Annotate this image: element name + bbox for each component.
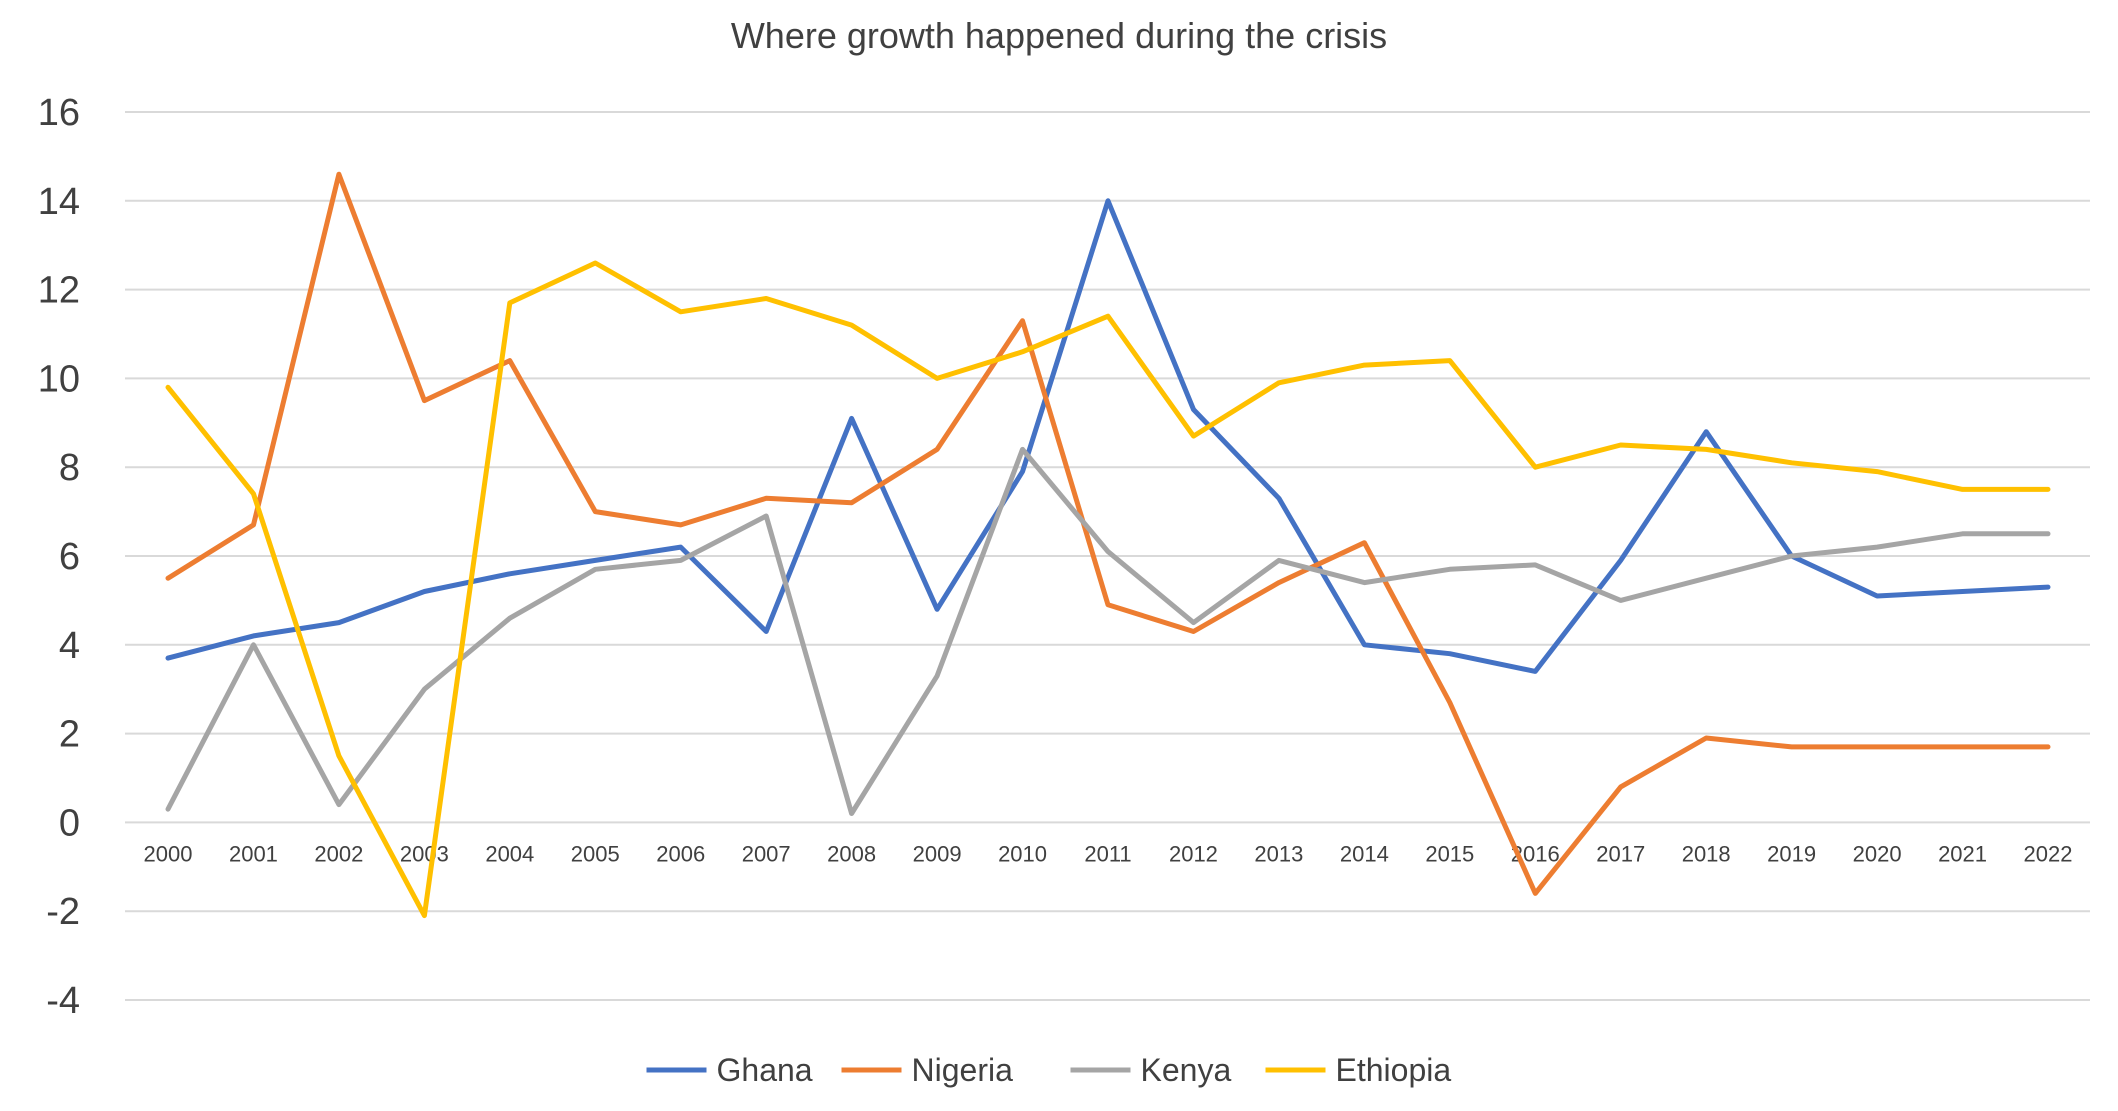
x-tick-label: 2005 (571, 841, 620, 866)
y-tick-label: 2 (59, 714, 80, 756)
y-tick-label: 14 (38, 181, 80, 223)
y-tick-label: 16 (38, 92, 80, 134)
x-tick-label: 2022 (2024, 841, 2073, 866)
x-tick-label: 2011 (1084, 841, 1131, 866)
x-tick-label: 2008 (827, 841, 876, 866)
x-tick-label: 2002 (314, 841, 363, 866)
x-tick-label: 2020 (1853, 841, 1902, 866)
y-axis-tick-labels: -4 -2 0 2 4 6 8 10 12 14 16 (38, 92, 80, 1022)
x-tick-label: 2012 (1169, 841, 1218, 866)
legend-label: Kenya (1141, 1052, 1232, 1088)
series-line-nigeria (165, 171, 2051, 896)
legend-label: Nigeria (912, 1052, 1014, 1088)
legend-label: Ghana (717, 1052, 813, 1088)
legend-label: Ethiopia (1336, 1052, 1452, 1088)
x-tick-label: 2018 (1682, 841, 1731, 866)
x-tick-label: 2021 (1938, 841, 1987, 866)
chart-title: Where growth happened during the crisis (731, 15, 1387, 56)
x-tick-label: 2009 (913, 841, 962, 866)
x-tick-label: 2019 (1767, 841, 1816, 866)
x-tick-label: 2013 (1254, 841, 1303, 866)
y-tick-label: 0 (59, 802, 80, 844)
x-axis-tick-labels: 2000 2001 2002 2003 2004 2005 2006 2007 2008 2009… (144, 841, 2073, 866)
x-tick-label: 2003 (400, 841, 449, 866)
y-tick-label: -4 (46, 980, 80, 1022)
y-tick-label: -2 (46, 891, 80, 933)
series-line-ethiopia (165, 260, 2051, 919)
series-line-ghana (165, 198, 2051, 674)
legend-item-ethiopia: Ethiopia (1265, 1052, 1452, 1088)
x-tick-label: 2001 (229, 841, 278, 866)
x-tick-label: 2004 (485, 841, 534, 866)
x-tick-label: 2010 (998, 841, 1047, 866)
legend: Ghana Nigeria Kenya Ethiopia (646, 1052, 1452, 1088)
series-lines (165, 171, 2051, 919)
legend-item-ghana: Ghana (646, 1052, 813, 1088)
series-line-kenya (165, 446, 2051, 816)
x-tick-label: 2006 (656, 841, 705, 866)
y-tick-label: 10 (38, 358, 80, 400)
legend-item-nigeria: Nigeria (841, 1052, 1014, 1088)
y-tick-label: 8 (59, 447, 80, 489)
x-tick-label: 2000 (144, 841, 193, 866)
gridlines (125, 111, 2090, 1001)
x-tick-label: 2014 (1340, 841, 1389, 866)
x-tick-label: 2015 (1425, 841, 1474, 866)
x-tick-label: 2017 (1596, 841, 1645, 866)
y-tick-label: 4 (59, 625, 80, 667)
y-tick-label: 12 (38, 270, 80, 312)
y-tick-label: 6 (59, 536, 80, 578)
x-tick-label: 2007 (742, 841, 791, 866)
legend-item-kenya: Kenya (1070, 1052, 1232, 1088)
